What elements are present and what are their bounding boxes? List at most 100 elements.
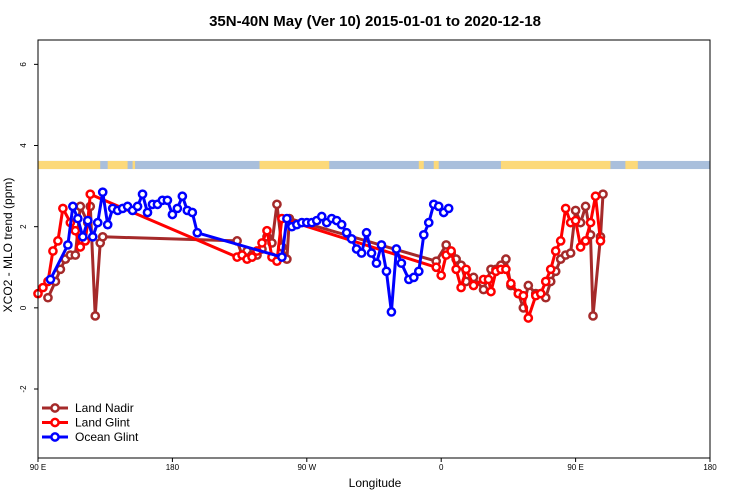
x-tick-label-0: 90 E: [30, 463, 46, 472]
legend-item-ocean-glint: Ocean Glint: [42, 430, 139, 444]
point-ocean-glint-3: [72, 213, 83, 224]
point-ocean-glint-28: [277, 252, 287, 262]
point-ocean-glint-56: [418, 229, 429, 240]
point-land-glint-31: [483, 274, 494, 285]
land-span-4: [418, 160, 424, 170]
y-tick-label-1: 0: [19, 305, 28, 310]
point-land-glint-45: [555, 236, 566, 246]
point-land-glint-48: [570, 215, 581, 226]
ocean-band: [38, 160, 710, 170]
point-land-glint-15: [247, 252, 257, 262]
point-land-nadir-5: [70, 250, 81, 260]
point-land-glint-51: [585, 217, 596, 228]
x-axis: 90 E 180 90 W 0 90 E 180: [30, 458, 717, 472]
point-land-glint-53: [595, 236, 606, 246]
land-span-2: [132, 160, 136, 170]
point-land-glint-38: [518, 290, 529, 301]
plot-frame: [37, 39, 711, 459]
point-ocean-glint-26: [187, 207, 198, 218]
legend-marker-ocean-glint: [50, 432, 60, 442]
y-axis-label: XCO2 - MLO trend (ppm): [1, 178, 15, 313]
point-land-glint-3: [48, 246, 58, 256]
point-land-glint-23: [436, 270, 447, 281]
point-land-glint-22: [431, 262, 442, 273]
x-tick-label-3: 0: [439, 463, 444, 472]
y-tick-label-4: 6: [19, 62, 28, 67]
point-ocean-glint-59: [433, 201, 444, 212]
point-ocean-glint-2: [67, 201, 78, 212]
y-tick-label-2: 2: [19, 224, 28, 229]
x-axis-label: Longitude: [349, 476, 402, 490]
land-span-5: [433, 160, 439, 170]
point-ocean-glint-57: [423, 217, 434, 228]
point-land-nadir-25: [441, 240, 452, 250]
point-ocean-glint-5: [82, 215, 93, 226]
point-land-glint-4: [53, 236, 63, 246]
point-land-nadir-9: [90, 311, 101, 321]
point-ocean-glint-6: [87, 231, 98, 242]
point-ocean-glint-4: [77, 231, 88, 242]
point-ocean-glint-27: [192, 227, 203, 238]
legend-item-land-glint: Land Glint: [42, 416, 130, 430]
point-land-glint-26: [451, 264, 461, 275]
point-land-nadir-48: [570, 205, 581, 216]
point-land-glint-11: [85, 189, 96, 200]
point-land-glint-52: [590, 191, 601, 202]
point-ocean-glint-48: [376, 240, 387, 250]
point-land-nadir-31: [478, 284, 489, 295]
point-land-nadir-11: [97, 231, 108, 242]
legend-marker-land-glint: [50, 417, 60, 428]
point-ocean-glint-49: [381, 266, 392, 277]
point-ocean-glint-22: [167, 209, 178, 220]
land-span-1: [107, 160, 128, 170]
point-land-glint-1: [38, 282, 48, 293]
point-land-nadir-20: [272, 199, 282, 210]
point-ocean-glint-52: [396, 258, 407, 269]
point-land-glint-27: [456, 282, 466, 293]
land-span-7: [625, 160, 638, 170]
series-layer: [33, 187, 608, 323]
point-land-glint-17: [257, 238, 267, 248]
point-land-glint-44: [550, 246, 561, 256]
point-land-glint-49: [575, 242, 586, 252]
point-ocean-glint-50: [386, 307, 397, 317]
point-ocean-glint-36: [316, 211, 327, 222]
land-span-6: [500, 160, 611, 170]
y-axis: -2 0 2 4 6: [19, 62, 38, 393]
point-land-glint-39: [523, 313, 534, 323]
point-ocean-glint-40: [336, 219, 347, 230]
point-land-nadir-47: [565, 248, 576, 258]
legend-item-land-nadir: Land Nadir: [42, 401, 134, 415]
chart-title: 35N-40N May (Ver 10) 2015-01-01 to 2020-…: [209, 13, 541, 30]
land-span-0: [38, 160, 101, 170]
point-ocean-glint-61: [443, 203, 454, 214]
x-tick-label-4: 90 E: [567, 463, 583, 472]
x-tick-label-2: 90 W: [297, 463, 316, 472]
x-tick-label-5: 180: [703, 463, 717, 472]
point-land-glint-28: [461, 264, 471, 275]
point-land-glint-50: [580, 236, 591, 246]
point-land-glint-41: [535, 288, 546, 299]
point-ocean-glint-16: [137, 189, 148, 200]
point-land-glint-5: [58, 203, 68, 214]
point-land-glint-29: [468, 280, 479, 291]
point-land-nadir-35: [501, 254, 511, 264]
legend-marker-land-nadir: [50, 403, 60, 413]
point-ocean-glint-17: [142, 207, 153, 218]
point-ocean-glint-46: [366, 248, 377, 258]
point-land-nadir-0: [43, 292, 53, 303]
series-ocean-glint: [45, 187, 454, 317]
point-land-nadir-54: [598, 189, 608, 200]
point-ocean-glint-55: [413, 266, 424, 277]
point-ocean-glint-23: [172, 203, 183, 214]
point-ocean-glint-15: [132, 201, 143, 212]
point-land-glint-18: [262, 225, 272, 236]
point-ocean-glint-41: [341, 227, 352, 238]
point-ocean-glint-29: [282, 213, 292, 224]
point-land-nadir-6: [75, 201, 86, 212]
land-ocean-strip: [38, 160, 710, 170]
point-ocean-glint-45: [361, 227, 372, 238]
point-land-glint-42: [540, 276, 551, 287]
